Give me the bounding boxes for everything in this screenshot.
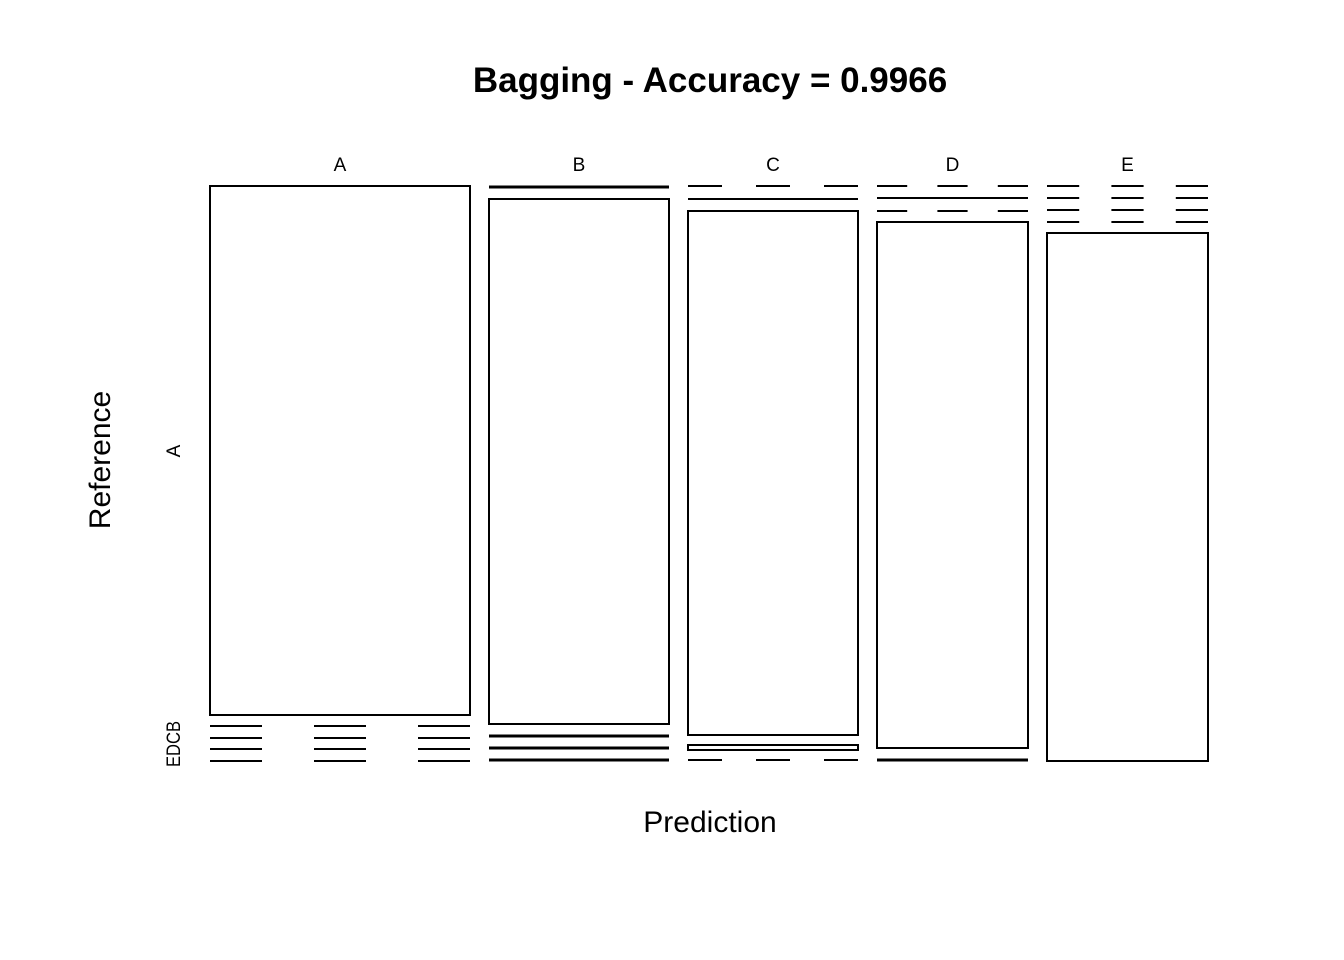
cell-C-C	[687, 210, 859, 736]
x-tick-label-e: E	[1121, 155, 1134, 176]
cell-D-D	[876, 221, 1029, 749]
x-tick-label-d: D	[946, 155, 960, 176]
x-tick-label-b: B	[573, 155, 586, 176]
y-tick-label-top: A	[164, 444, 185, 457]
x-tick-label-a: A	[334, 155, 347, 176]
y-tick-label-bottom: EDCB	[164, 721, 185, 767]
mosaic-marks: A B C D E	[209, 155, 1209, 762]
y-axis-label: Reference	[84, 391, 117, 529]
cell-E-E	[1046, 232, 1209, 762]
cell-A-A	[209, 185, 471, 716]
x-axis-label: Prediction	[643, 806, 776, 839]
x-tick-label-c: C	[766, 155, 780, 176]
chart-title: Bagging - Accuracy = 0.9966	[473, 61, 947, 100]
cell-B-B	[488, 198, 670, 725]
cell-C-D	[687, 744, 859, 751]
